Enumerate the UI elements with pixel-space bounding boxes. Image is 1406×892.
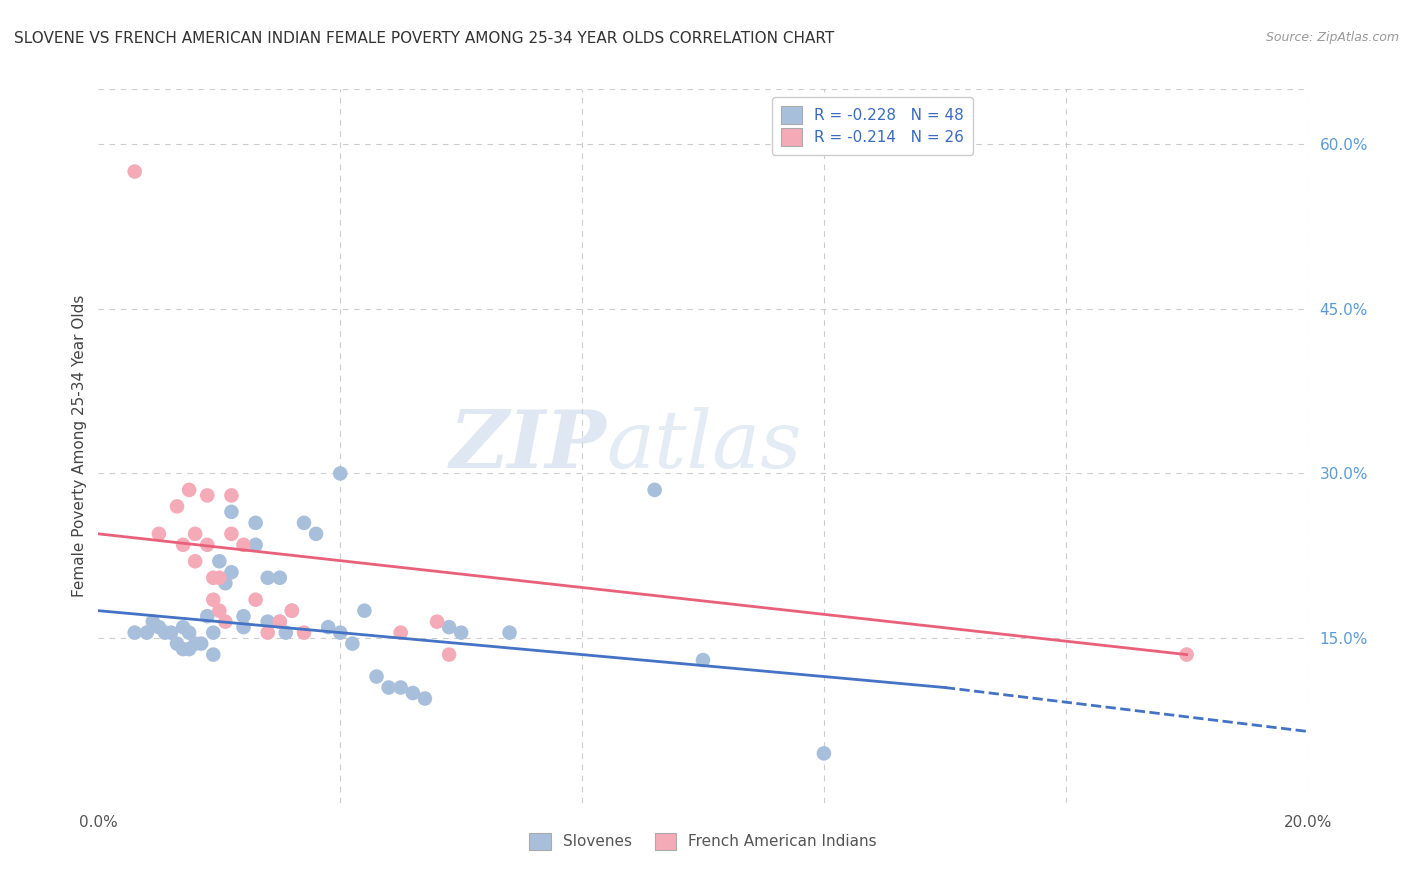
Text: Source: ZipAtlas.com: Source: ZipAtlas.com — [1265, 31, 1399, 45]
Point — [426, 615, 449, 629]
Point — [221, 505, 243, 519]
Point — [256, 615, 278, 629]
Point — [221, 488, 243, 502]
Point — [316, 620, 339, 634]
Point — [195, 538, 218, 552]
Point — [184, 554, 207, 568]
Point — [256, 571, 278, 585]
Point — [292, 516, 315, 530]
Point — [402, 686, 425, 700]
Point — [166, 637, 188, 651]
Point — [269, 615, 291, 629]
Point — [437, 648, 460, 662]
Text: ZIP: ZIP — [450, 408, 606, 484]
Point — [214, 576, 236, 591]
Point — [148, 620, 170, 634]
Point — [184, 526, 207, 541]
Point — [172, 538, 194, 552]
Point — [232, 538, 254, 552]
Point — [389, 625, 412, 640]
Point — [269, 571, 291, 585]
Point — [274, 625, 297, 640]
Point — [202, 571, 225, 585]
Text: atlas: atlas — [606, 408, 801, 484]
Point — [245, 516, 267, 530]
Point — [232, 609, 254, 624]
Point — [184, 637, 207, 651]
Point — [179, 483, 201, 497]
Point — [1175, 648, 1198, 662]
Point — [142, 615, 165, 629]
Point — [202, 648, 225, 662]
Point — [305, 526, 328, 541]
Point — [190, 637, 212, 651]
Point — [202, 625, 225, 640]
Point — [208, 571, 231, 585]
Point — [195, 609, 218, 624]
Point — [208, 604, 231, 618]
Point — [232, 620, 254, 634]
Point — [269, 615, 291, 629]
Point — [292, 625, 315, 640]
Point — [329, 467, 352, 481]
Point — [413, 691, 436, 706]
Point — [208, 554, 231, 568]
Point — [377, 681, 399, 695]
Point — [245, 538, 267, 552]
Point — [195, 488, 218, 502]
Text: SLOVENE VS FRENCH AMERICAN INDIAN FEMALE POVERTY AMONG 25-34 YEAR OLDS CORRELATI: SLOVENE VS FRENCH AMERICAN INDIAN FEMALE… — [14, 31, 834, 46]
Point — [172, 620, 194, 634]
Point — [366, 669, 388, 683]
Point — [153, 625, 176, 640]
Point — [179, 625, 201, 640]
Point — [389, 681, 412, 695]
Point — [692, 653, 714, 667]
Point — [498, 625, 520, 640]
Point — [160, 625, 183, 640]
Point — [172, 642, 194, 657]
Y-axis label: Female Poverty Among 25-34 Year Olds: Female Poverty Among 25-34 Year Olds — [72, 295, 87, 597]
Point — [179, 642, 201, 657]
Point — [256, 625, 278, 640]
Point — [124, 164, 146, 178]
Point — [166, 500, 188, 514]
Point — [214, 615, 236, 629]
Point — [202, 592, 225, 607]
Point — [813, 747, 835, 761]
Point — [353, 604, 375, 618]
Legend: Slovenes, French American Indians: Slovenes, French American Indians — [520, 823, 886, 859]
Point — [281, 604, 304, 618]
Point — [329, 625, 352, 640]
Point — [124, 625, 146, 640]
Point — [450, 625, 472, 640]
Point — [342, 637, 364, 651]
Point — [221, 526, 243, 541]
Point — [644, 483, 666, 497]
Point — [221, 566, 243, 580]
Point — [437, 620, 460, 634]
Point — [148, 526, 170, 541]
Point — [135, 625, 157, 640]
Point — [281, 604, 304, 618]
Point — [245, 592, 267, 607]
